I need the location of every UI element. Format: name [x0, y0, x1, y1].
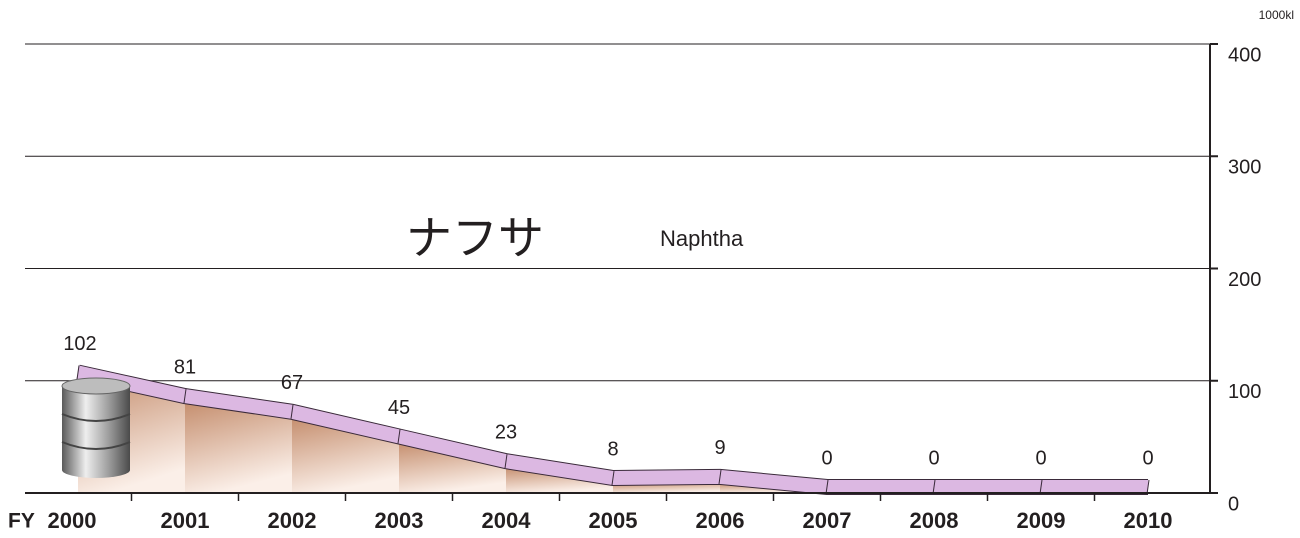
- y-tick-label: 0: [1228, 493, 1239, 515]
- x-tick-label: 2005: [589, 508, 638, 533]
- value-label: 9: [714, 437, 725, 459]
- x-tick-label: 2009: [1017, 508, 1066, 533]
- x-tick-label: 2007: [803, 508, 852, 533]
- plot: 0 100 200 300 400 102 81 67 45 23 8 9 0 0 0 0 2000 2001 20…: [25, 43, 1261, 533]
- value-label: 0: [1142, 447, 1153, 469]
- ribbon-edge: [718, 469, 722, 484]
- chart-title: ナフサ: [406, 212, 544, 264]
- area-shade: [399, 442, 506, 493]
- y-axis-unit: 1000kl: [1259, 8, 1294, 22]
- ribbon-edge: [825, 479, 829, 495]
- value-label: 0: [928, 447, 939, 469]
- barrel-icon: [61, 377, 131, 478]
- x-tick-label: 2003: [375, 508, 424, 533]
- ribbon-edge: [183, 389, 187, 404]
- value-label: 0: [821, 447, 832, 469]
- ribbon-edge: [397, 429, 401, 444]
- value-label: 81: [174, 356, 196, 378]
- y-tick-label: 300: [1228, 157, 1261, 179]
- value-label: 45: [388, 397, 410, 419]
- area-shade: [185, 402, 292, 493]
- value-label: 102: [63, 333, 96, 355]
- x-tick-label: 2010: [1124, 508, 1173, 533]
- value-label: 0: [1035, 447, 1046, 469]
- x-tick-label: 2008: [910, 508, 959, 533]
- y-tick-label: 100: [1228, 381, 1261, 403]
- chart-subtitle: Naphtha: [660, 226, 744, 251]
- value-label: 67: [281, 372, 303, 394]
- x-tick-label: 2000: [48, 508, 97, 533]
- ribbon-edge: [611, 470, 615, 486]
- area-shade: [506, 467, 613, 493]
- ribbon-edge: [932, 479, 936, 495]
- x-tick-label: 2006: [696, 508, 745, 533]
- y-tick-label: 400: [1228, 44, 1261, 66]
- ribbon-edge: [504, 454, 508, 469]
- y-tick-label: 200: [1228, 269, 1261, 291]
- x-tick-label: 2004: [482, 508, 532, 533]
- ribbon-edge: [1039, 479, 1043, 495]
- x-axis-prefix: FY: [8, 510, 35, 533]
- x-tick-label: 2002: [268, 508, 317, 533]
- ribbon-edge: [76, 365, 80, 380]
- value-label: 23: [495, 421, 517, 443]
- ribbon-edge: [1146, 479, 1150, 495]
- value-label: 8: [607, 438, 618, 460]
- x-tick-label: 2001: [161, 508, 210, 533]
- ribbon-edge: [290, 404, 294, 419]
